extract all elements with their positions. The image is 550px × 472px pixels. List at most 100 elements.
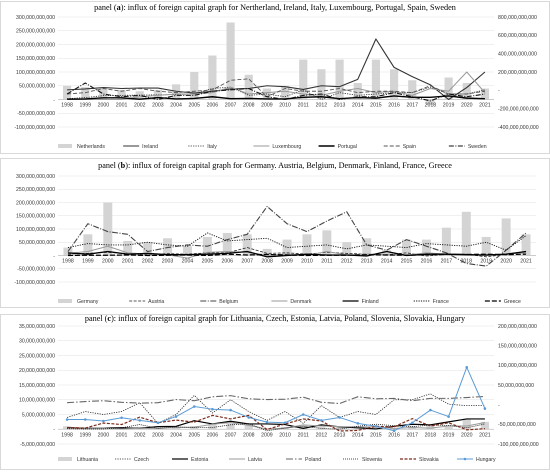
point-hungary <box>283 421 287 425</box>
x-tick-label: 2021 <box>520 259 532 265</box>
x-tick-label: 1999 <box>79 103 91 109</box>
x-tick-label: 2015 <box>370 103 382 109</box>
y-right-tick-label: 800,000,000,000 <box>498 15 537 21</box>
bar-netherlands <box>408 80 417 100</box>
series-line-poland <box>67 395 485 405</box>
y-left-tick-label: 250,000,000,000 <box>16 187 55 193</box>
y-left-tick-label: 50,000,000,000 <box>19 84 55 90</box>
chart-title-prefix: panel ( <box>85 314 108 323</box>
chart-title-suffix: ): influx of foreign capital graph for G… <box>125 161 452 170</box>
bar-netherlands <box>190 72 199 100</box>
x-tick-label: 2019 <box>443 103 455 109</box>
series-line-latvia <box>67 421 486 430</box>
y-right-tick-label: 150,000,000,000 <box>498 343 537 349</box>
point-hungary <box>338 416 341 419</box>
x-tick-label: 2002 <box>134 432 146 438</box>
series-line-sweden <box>66 82 486 102</box>
bar-netherlands <box>426 99 435 105</box>
legend-label-france: France <box>433 299 449 305</box>
series-line-ireland <box>67 38 486 101</box>
point-hungary <box>320 419 323 422</box>
x-tick-label: 1998 <box>61 103 73 109</box>
point-hungary <box>392 429 396 433</box>
legend-label-poland: Poland <box>305 457 321 463</box>
series-line-france <box>67 232 527 251</box>
bar-germany <box>103 202 113 256</box>
x-tick-label: 2005 <box>202 259 214 265</box>
legend-swatch-lithuania <box>58 457 72 461</box>
point-hungary <box>174 415 178 418</box>
legend-swatch-netherlands <box>58 144 72 148</box>
x-tick-label: 2018 <box>461 259 473 265</box>
x-tick-label: 2010 <box>279 432 291 438</box>
y-left-tick-label: 20,000,000,000 <box>19 368 55 374</box>
point-hungary <box>429 408 432 412</box>
bar-germany <box>123 240 133 256</box>
bar-germany <box>501 218 511 256</box>
x-tick-label: 2011 <box>321 259 332 265</box>
panel-frame <box>0 158 550 308</box>
x-tick-label: 2020 <box>500 259 512 265</box>
point-hungary <box>211 407 214 411</box>
x-tick-label: 2013 <box>334 432 346 438</box>
point-hungary <box>410 421 414 425</box>
bar-netherlands <box>244 74 253 100</box>
y-right-tick-label: 100,000,000,000 <box>498 363 537 369</box>
x-tick-label: 2012 <box>341 259 353 265</box>
point-hungary <box>156 421 160 425</box>
x-tick-label: 2007 <box>225 432 237 438</box>
point-hungary <box>120 416 123 420</box>
bar-netherlands <box>389 69 399 100</box>
y-left-tick-label: 300,000,000,000 <box>16 15 55 21</box>
bar-germany <box>342 242 352 256</box>
y-right-tick-label: -100,000,000,000 <box>498 442 539 448</box>
x-tick-label: 2003 <box>152 432 164 438</box>
y-left-tick-label: 100,000,000,000 <box>16 227 55 233</box>
bar-netherlands <box>153 89 163 100</box>
legend-label-spain: Spain <box>403 144 416 150</box>
x-tick-label: 2019 <box>480 259 492 265</box>
x-tick-label: 2013 <box>361 259 373 265</box>
x-tick-label: 2002 <box>142 259 154 265</box>
bar-netherlands <box>171 84 181 100</box>
point-hungary <box>138 419 142 422</box>
legend-label-lithuania: Lithuania <box>77 457 98 463</box>
bar-lithuania <box>335 427 344 430</box>
y-right-tick-label: 50,000,000,000 <box>498 383 534 389</box>
x-tick-label: 2006 <box>222 259 234 265</box>
bar-netherlands <box>462 83 471 100</box>
x-tick-label: 2004 <box>170 103 182 109</box>
bar-lithuania <box>226 423 235 430</box>
chart-title-prefix: panel ( <box>98 161 121 170</box>
bar-lithuania <box>244 423 253 430</box>
point-hungary <box>83 418 87 421</box>
bar-germany <box>262 248 272 256</box>
x-tick-label: 1999 <box>79 432 91 438</box>
bar-germany <box>382 250 392 256</box>
bar-netherlands <box>81 87 90 100</box>
x-tick-label: 2019 <box>443 432 455 438</box>
x-tick-label: 2001 <box>116 103 128 109</box>
point-hungary <box>65 418 69 421</box>
x-tick-label: 2013 <box>334 103 346 109</box>
bar-netherlands <box>226 22 235 100</box>
y-right-tick-label: - <box>498 88 500 94</box>
y-left-tick-label: 30,000,000,000 <box>19 339 55 345</box>
chart-title-panel-letter: a <box>117 3 121 12</box>
y-left-tick-label: -50,000,000,000 <box>17 111 55 117</box>
x-tick-label: 2014 <box>352 103 364 109</box>
legend-label-hungary: Hungary <box>476 457 496 463</box>
series-line-slovakia <box>67 414 485 432</box>
legend-label-sweden: Sweden <box>468 144 487 150</box>
y-left-tick-label: 150,000,000,000 <box>16 56 55 62</box>
panel-frame <box>0 314 550 470</box>
y-left-tick-label: 50,000,000,000 <box>19 240 55 246</box>
x-tick-label: 2000 <box>98 103 110 109</box>
point-hungary <box>447 415 450 418</box>
bar-germany <box>421 239 431 256</box>
bar-netherlands <box>62 85 72 100</box>
bar-netherlands <box>208 55 217 100</box>
legend-swatch-germany <box>58 299 72 303</box>
y-left-tick-label: 200,000,000,000 <box>16 200 55 206</box>
